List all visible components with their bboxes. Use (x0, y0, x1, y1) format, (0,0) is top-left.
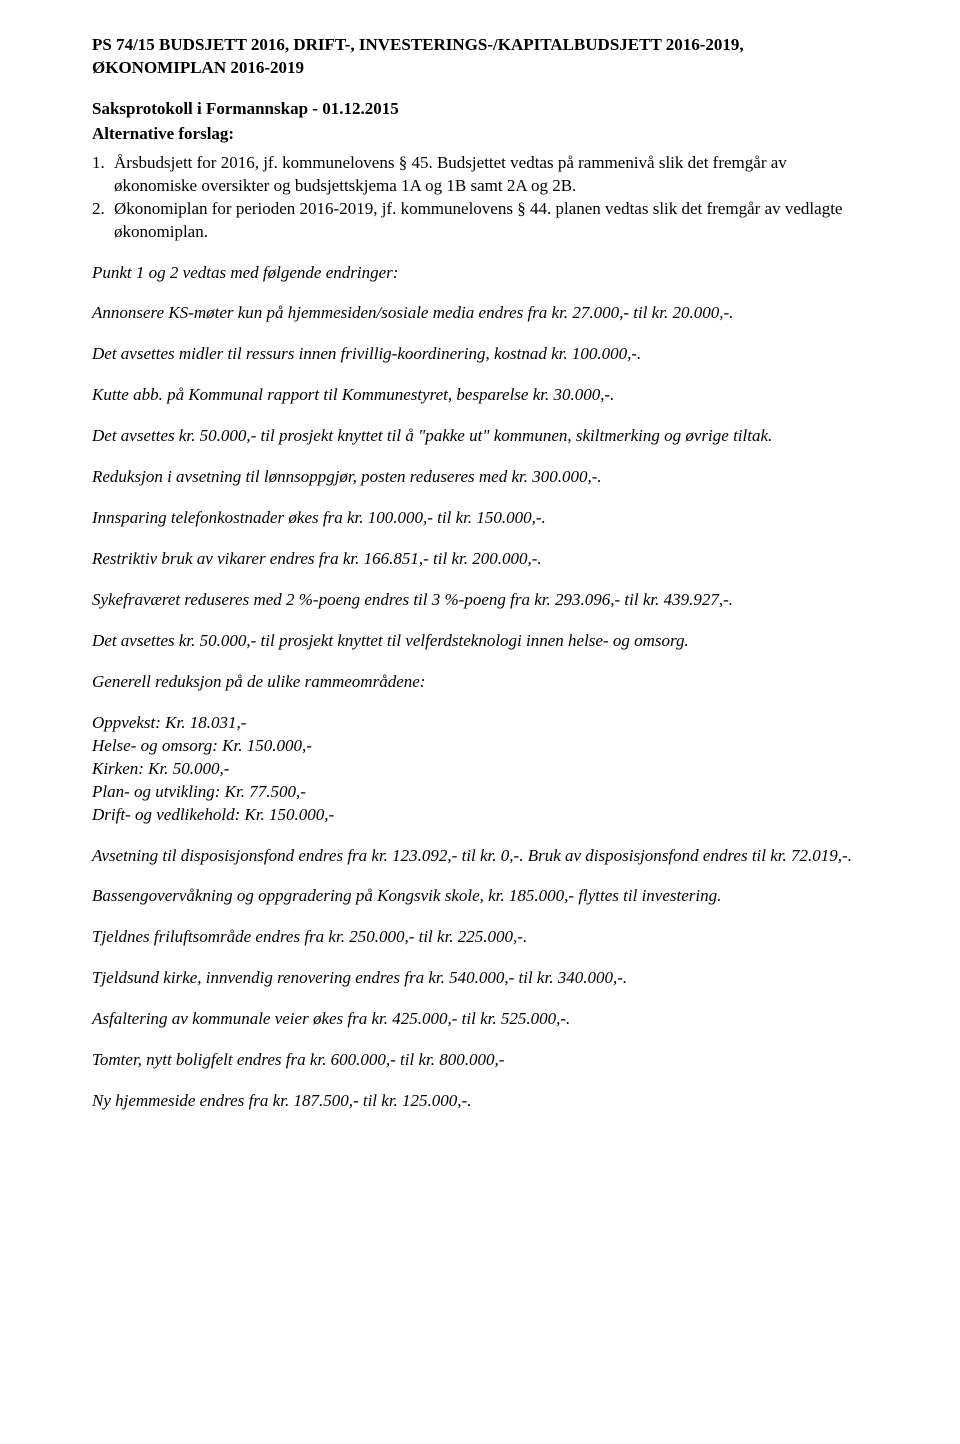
change-asfaltering: Asfaltering av kommunale veier økes fra … (92, 1008, 868, 1031)
protocol-subheading: Saksprotokoll i Formannskap - 01.12.2015 (92, 98, 868, 121)
change-pakke-ut: Det avsettes kr. 50.000,- til prosjekt k… (92, 425, 868, 448)
reduksjon-plan: Plan- og utvikling: Kr. 77.500,- (92, 781, 868, 804)
change-lonnsoppgjor: Reduksjon i avsetning til lønnsoppgjør, … (92, 466, 868, 489)
change-disposisjonsfond: Avsetning til disposisjonsfond endres fr… (92, 845, 868, 868)
change-tjeldsund-kirke: Tjeldsund kirke, innvendig renovering en… (92, 967, 868, 990)
reduksjon-oppvekst: Oppvekst: Kr. 18.031,- (92, 712, 868, 735)
change-sykefravaer: Sykefraværet reduseres med 2 %-poeng end… (92, 589, 868, 612)
change-kutte-abb: Kutte abb. på Kommunal rapport til Kommu… (92, 384, 868, 407)
change-tjeldnes: Tjeldnes friluftsområde endres fra kr. 2… (92, 926, 868, 949)
alternative-forslag-heading: Alternative forslag: (92, 123, 868, 146)
list-number-2: 2. (92, 198, 114, 244)
reduksjon-heading: Generell reduksjon på de ulike rammeområ… (92, 671, 868, 694)
list-number-1: 1. (92, 152, 114, 198)
reduksjon-kirken: Kirken: Kr. 50.000,- (92, 758, 868, 781)
changes-intro: Punkt 1 og 2 vedtas med følgende endring… (92, 262, 868, 285)
change-telefon: Innsparing telefonkostnader økes fra kr.… (92, 507, 868, 530)
change-annonsere: Annonsere KS-møter kun på hjemmesiden/so… (92, 302, 868, 325)
document-title: PS 74/15 BUDSJETT 2016, DRIFT-, INVESTER… (92, 34, 868, 80)
change-vikarer: Restriktiv bruk av vikarer endres fra kr… (92, 548, 868, 571)
change-frivillig: Det avsettes midler til ressurs innen fr… (92, 343, 868, 366)
reduksjon-helse: Helse- og omsorg: Kr. 150.000,- (92, 735, 868, 758)
list-text-2: Økonomiplan for perioden 2016-2019, jf. … (114, 198, 868, 244)
change-basseng: Bassengovervåkning og oppgradering på Ko… (92, 885, 868, 908)
change-velferdsteknologi: Det avsettes kr. 50.000,- til prosjekt k… (92, 630, 868, 653)
change-hjemmeside: Ny hjemmeside endres fra kr. 187.500,- t… (92, 1090, 868, 1113)
reduksjon-list: Oppvekst: Kr. 18.031,- Helse- og omsorg:… (92, 712, 868, 827)
reduksjon-drift: Drift- og vedlikehold: Kr. 150.000,- (92, 804, 868, 827)
change-tomter: Tomter, nytt boligfelt endres fra kr. 60… (92, 1049, 868, 1072)
list-item-2: 2. Økonomiplan for perioden 2016-2019, j… (92, 198, 868, 244)
list-text-1: Årsbudsjett for 2016, jf. kommunelovens … (114, 152, 868, 198)
list-item-1: 1. Årsbudsjett for 2016, jf. kommunelove… (92, 152, 868, 198)
